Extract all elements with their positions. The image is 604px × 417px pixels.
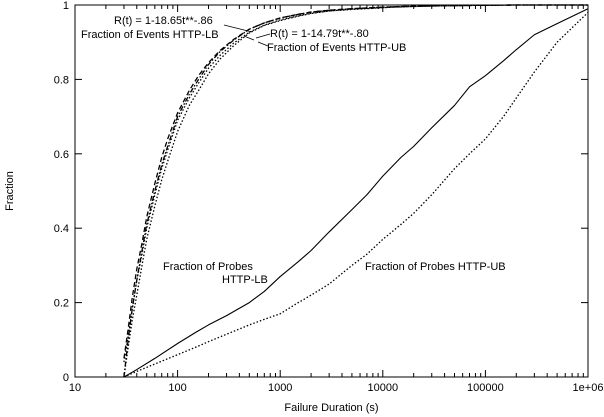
x-axis-ticks: 10 100 1000 10000 100000 1e+06	[69, 5, 604, 394]
series-line-0	[123, 4, 588, 378]
y-tick-label: 0.6	[54, 149, 69, 161]
y-tick-label: 0	[63, 372, 69, 384]
y-tick-label: 0.4	[54, 223, 69, 235]
plot-frame	[74, 4, 589, 378]
x-tick-label: 1000	[268, 382, 292, 394]
series-line-2	[123, 4, 588, 359]
x-tick-label: 100	[168, 382, 186, 394]
annotation-events-ub: Fraction of Events HTTP-UB	[267, 42, 406, 54]
x-tick-label: 1e+06	[573, 382, 604, 394]
series-line-4	[123, 8, 589, 378]
y-axis-label: Fraction	[4, 171, 16, 211]
y-tick-label: 0.8	[54, 74, 69, 86]
annotation-r-ub: R(t) = 1-14.79t**-.80	[270, 28, 369, 40]
y-tick-label: 0.2	[54, 298, 69, 310]
series-layer	[123, 4, 589, 378]
annotation-r-lb: R(t) = 1-18.65t**-.86	[114, 15, 213, 27]
x-tick-label: 10	[69, 382, 81, 394]
x-tick-label: 10000	[368, 382, 399, 394]
annotation-probes-ub: Fraction of Probes HTTP-UB	[365, 261, 506, 273]
annotation-leader-events-ub	[257, 41, 269, 47]
annotation-events-lb: Fraction of Events HTTP-LB	[81, 29, 219, 41]
annotation-leader-r-lb	[223, 24, 253, 33]
series-line-3	[123, 4, 588, 363]
x-axis-label: Failure Duration (s)	[284, 402, 378, 414]
annotation-probes-lb-line1: Fraction of Probes	[163, 261, 253, 273]
y-tick-label: 1	[63, 0, 69, 12]
annotation-probes-lb-line2: HTTP-LB	[222, 274, 268, 286]
y-axis-ticks: 0 0.2 0.4 0.6 0.8 1	[54, 0, 588, 384]
annotation-leaders	[223, 24, 271, 47]
x-tick-label: 100000	[467, 382, 504, 394]
annotation-leader-r-ub	[255, 33, 271, 39]
series-line-1	[123, 4, 588, 378]
series-line-5	[123, 11, 589, 378]
annotation-leader-events-lb	[243, 35, 255, 41]
